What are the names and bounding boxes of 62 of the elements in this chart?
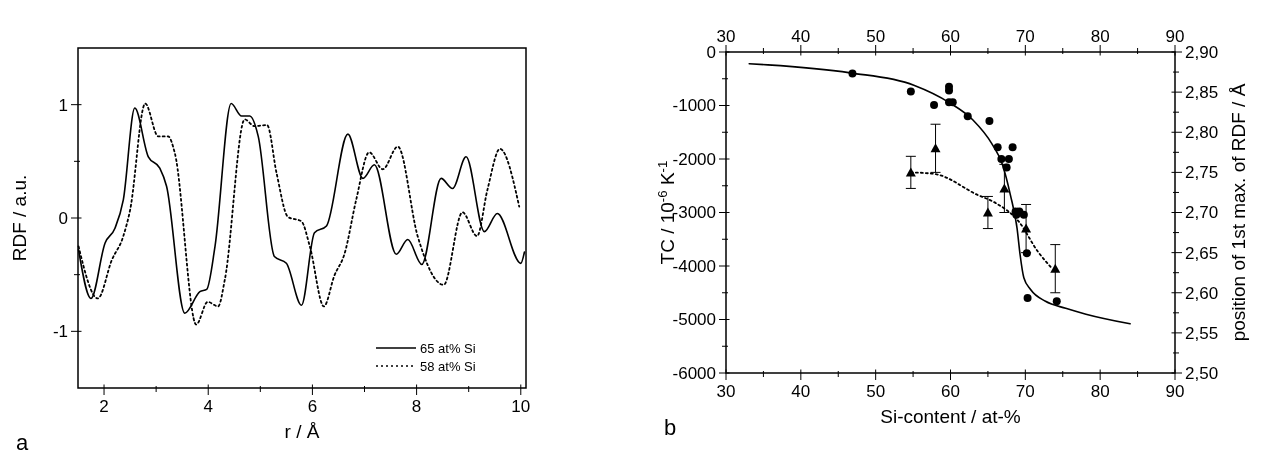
x2-tick-label: 90 bbox=[1165, 382, 1185, 401]
y2-tick-label: 2,55 bbox=[1185, 323, 1219, 343]
point bbox=[848, 69, 857, 78]
y-tick-label: 1 bbox=[58, 95, 68, 115]
line-series bbox=[748, 62, 1131, 325]
x-tick-label: 90 bbox=[1165, 27, 1185, 46]
y2-tick-label: 2,80 bbox=[1185, 123, 1219, 143]
y-tick-label: -6000 bbox=[672, 363, 716, 383]
point bbox=[1021, 223, 1032, 233]
y2-tick-label: 2,70 bbox=[1185, 203, 1219, 223]
y2-tick-label: 2,75 bbox=[1185, 163, 1219, 183]
x-axis-title: Si-content / at-% bbox=[880, 406, 1021, 427]
x2-tick-label: 30 bbox=[716, 382, 736, 401]
y-tick-label: -1000 bbox=[672, 96, 716, 116]
point bbox=[930, 143, 941, 153]
legend-label: 65 at% Si bbox=[420, 340, 476, 356]
y-tick-label: 0 bbox=[706, 42, 716, 62]
point bbox=[1023, 294, 1032, 303]
y2-tick-label: 2,50 bbox=[1185, 363, 1219, 383]
x2-tick-label: 80 bbox=[1090, 382, 1110, 401]
legend-label: 58 at% Si bbox=[420, 358, 476, 374]
x2-tick-label: 60 bbox=[941, 382, 960, 401]
point bbox=[1008, 143, 1017, 152]
point bbox=[997, 155, 1006, 163]
y2-tick-label: 2,60 bbox=[1185, 283, 1219, 303]
point bbox=[1050, 263, 1061, 273]
y2-tick-label: 2,85 bbox=[1185, 83, 1219, 103]
x-tick-label: 80 bbox=[1090, 27, 1110, 46]
x2-tick-label: 50 bbox=[866, 382, 886, 401]
y-tick-label: -1 bbox=[52, 322, 68, 342]
x-tick-label: 40 bbox=[791, 27, 811, 46]
y-tick-label: 0 bbox=[58, 208, 68, 228]
point bbox=[1004, 155, 1013, 163]
point bbox=[982, 207, 993, 217]
x-tick-label: 30 bbox=[716, 27, 736, 46]
point bbox=[993, 143, 1002, 152]
text: b bbox=[664, 415, 677, 440]
point bbox=[930, 100, 939, 109]
text: a bbox=[16, 430, 29, 452]
point bbox=[999, 183, 1010, 193]
x-tick-label: 2 bbox=[99, 397, 109, 416]
y2-tick-label: 2,65 bbox=[1185, 243, 1219, 263]
point bbox=[985, 117, 994, 126]
y-axis-title: RDF / a.u. bbox=[9, 174, 30, 262]
y-tick-label: -5000 bbox=[672, 310, 716, 330]
point bbox=[1052, 297, 1061, 306]
x-tick-label: 10 bbox=[511, 397, 531, 416]
point bbox=[906, 87, 915, 96]
x-tick-label: 8 bbox=[411, 397, 422, 416]
point bbox=[905, 167, 916, 177]
x-tick-label: 4 bbox=[203, 397, 213, 416]
x-tick-label: 6 bbox=[307, 397, 318, 416]
y2-tick-label: 2,90 bbox=[1185, 42, 1219, 62]
point bbox=[963, 112, 972, 121]
x-tick-label: 70 bbox=[1015, 27, 1035, 46]
x-tick-label: 50 bbox=[866, 27, 886, 46]
x2-tick-label: 70 bbox=[1015, 382, 1035, 401]
x-axis-title: r / Å bbox=[284, 421, 320, 442]
x2-tick-label: 40 bbox=[791, 382, 811, 401]
y-tick-label: -2000 bbox=[672, 149, 716, 169]
x-tick-label: 60 bbox=[941, 27, 960, 46]
y2-axis-title: position of 1st max. of RDF / Å bbox=[1228, 83, 1249, 342]
